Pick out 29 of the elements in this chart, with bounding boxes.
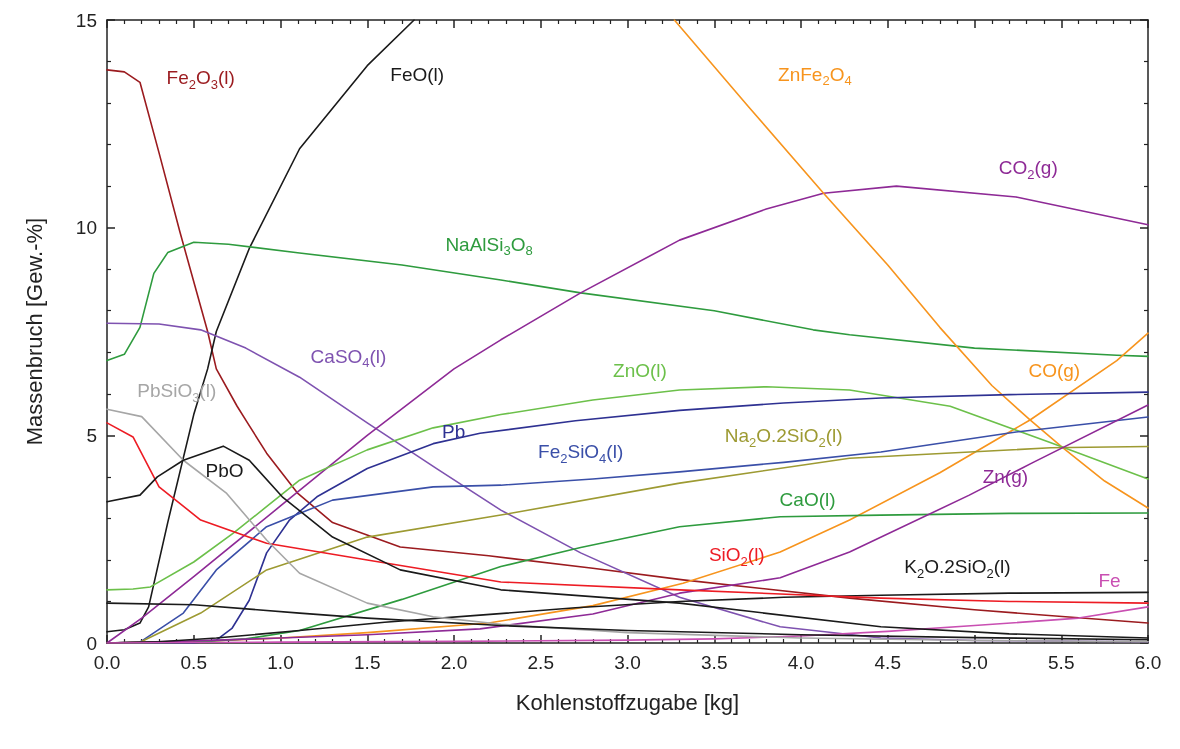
line-series — [106, 385, 1149, 591]
series-label: CaO(l) — [779, 489, 836, 511]
x-tick-label: 1.5 — [354, 652, 381, 673]
x-axis-title: Kohlenstoffzugabe [kg] — [515, 689, 740, 715]
line-series — [106, 422, 1149, 604]
x-tick-label: 5.5 — [1048, 652, 1075, 673]
y-tick-label: 0 — [86, 632, 97, 654]
x-tick-label: 3.5 — [701, 652, 728, 673]
series-label: Fe — [1098, 570, 1121, 592]
series-label: FeO(l) — [390, 63, 445, 85]
x-tick-label: 2.5 — [527, 652, 554, 673]
x-tick-label: 5.0 — [961, 652, 988, 673]
x-tick-label: 0.0 — [93, 652, 121, 673]
x-tick-label: 4.0 — [787, 652, 815, 673]
line-series — [106, 69, 1149, 624]
x-tick-label: 1.0 — [267, 652, 294, 673]
y-tick-label: 10 — [75, 217, 97, 239]
y-axis-title: Massenbruch [Gew.-%] — [21, 217, 47, 446]
x-tick-label: 0.5 — [180, 652, 207, 673]
series-label: Pb — [442, 420, 466, 442]
x-tick-label: 2.0 — [440, 652, 468, 673]
series-label: PbO — [205, 459, 244, 481]
x-tick-label: 6.0 — [1134, 652, 1162, 673]
series-label: ZnO(l) — [613, 359, 667, 381]
y-tick-label: 15 — [75, 9, 97, 31]
x-tick-label: 4.5 — [874, 652, 901, 673]
series-label: CO(g) — [1028, 360, 1081, 382]
y-tick-label: 5 — [86, 424, 97, 446]
x-tick-label: 3.0 — [614, 652, 641, 673]
